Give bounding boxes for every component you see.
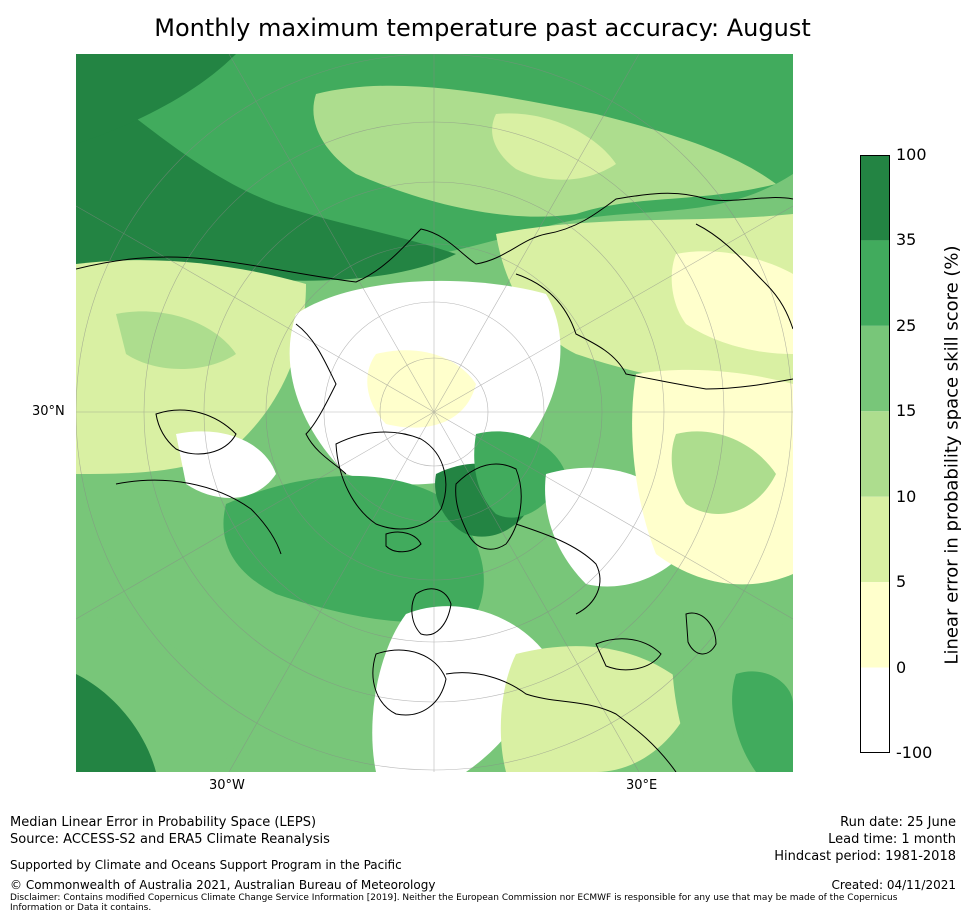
zone-europe-south bbox=[500, 646, 696, 772]
zone-america-patch bbox=[116, 311, 236, 369]
meridian-60e bbox=[433, 411, 793, 620]
colorbar-tick-label: 25 bbox=[896, 315, 917, 335]
colorbar-tick-label: 10 bbox=[896, 486, 917, 506]
zone-scandinavia bbox=[474, 431, 566, 518]
colorbar-title: Linear error in probability space skill … bbox=[941, 245, 963, 665]
meridian-30w bbox=[228, 411, 435, 772]
colorbar-tick-label: 15 bbox=[896, 401, 917, 421]
zone-arctic-pale bbox=[367, 350, 476, 428]
footer-lead-time: Lead time: 1 month bbox=[828, 832, 956, 847]
coast-caspian bbox=[685, 612, 717, 655]
coast-mediterranean bbox=[445, 672, 677, 772]
chart-title: Monthly maximum temperature past accurac… bbox=[154, 14, 811, 42]
colorbar-segment bbox=[860, 325, 890, 412]
zone-asia-green bbox=[671, 431, 776, 514]
colorbar-segment bbox=[860, 667, 890, 753]
colorbar-tick-label: 0 bbox=[896, 657, 907, 677]
coast-hudson bbox=[155, 409, 237, 455]
footer-disclaimer-line1: Disclaimer: Contains modified Copernicus… bbox=[10, 893, 898, 903]
coast-greenland bbox=[335, 431, 447, 530]
coast-scandinavia bbox=[455, 463, 522, 550]
zone-pacific-top-left bbox=[76, 54, 236, 144]
footer-left-line1: Median Linear Error in Probability Space… bbox=[10, 815, 317, 830]
label-30n: 30°N bbox=[32, 404, 65, 419]
zone-middle-east-dark bbox=[732, 671, 793, 772]
colorbar-segment bbox=[860, 155, 890, 241]
footer-left-line2: Source: ACCESS-S2 and ERA5 Climate Reana… bbox=[10, 832, 330, 847]
meridian-150e bbox=[433, 54, 640, 413]
footer-copyright: © Commonwealth of Australia 2021, Austra… bbox=[10, 878, 436, 892]
graticule bbox=[76, 54, 793, 772]
zone-atlantic bbox=[223, 475, 484, 623]
label-30e: 30°E bbox=[626, 778, 658, 793]
coast-labrador bbox=[115, 479, 282, 555]
meridian-60w bbox=[76, 411, 435, 620]
footer-hindcast: Hindcast period: 1981-2018 bbox=[774, 849, 956, 864]
colorbar-frame bbox=[860, 155, 890, 753]
coast-canada-arctic bbox=[295, 323, 347, 475]
colorbar-segment bbox=[860, 496, 890, 583]
footer-created: Created: 04/11/2021 bbox=[831, 878, 956, 892]
polar-map bbox=[76, 54, 793, 772]
colorbar-tick-label: -100 bbox=[896, 743, 933, 762]
colorbar-tick-label: 100 bbox=[896, 145, 927, 164]
meridian-30e bbox=[433, 411, 640, 772]
colorbar-segment bbox=[860, 411, 890, 497]
label-30w: 30°W bbox=[209, 778, 245, 793]
meridian-120w bbox=[76, 205, 435, 413]
colorbar-segment bbox=[860, 582, 890, 668]
zone-canada-west bbox=[176, 431, 276, 498]
coast-alaska-siberia bbox=[76, 192, 793, 283]
coast-black-sea bbox=[595, 638, 662, 671]
zone-pacific-dark bbox=[76, 74, 456, 281]
zone-pacific-pale bbox=[492, 113, 616, 180]
colorbar bbox=[860, 155, 890, 753]
footer-disclaimer-line2: Information or Data it contains. bbox=[10, 903, 152, 913]
footer-support: Supported by Climate and Oceans Support … bbox=[10, 858, 402, 872]
coast-british-isles bbox=[411, 588, 452, 636]
zone-corner-bottom-left bbox=[76, 674, 156, 772]
zone-east-pale bbox=[671, 251, 793, 354]
footer-run-date: Run date: 25 June bbox=[840, 815, 956, 830]
coast-europe-north bbox=[515, 523, 601, 615]
colorbar-tick-label: 5 bbox=[896, 572, 907, 592]
coastlines bbox=[76, 192, 793, 772]
skill-zones bbox=[76, 54, 793, 772]
colorbar-tick-label: 35 bbox=[896, 230, 917, 250]
colorbar-segment bbox=[860, 240, 890, 326]
meridian-120e bbox=[433, 205, 793, 413]
coast-iceland bbox=[385, 531, 422, 553]
coast-asia-east bbox=[695, 223, 793, 330]
coast-russia-north bbox=[515, 273, 793, 390]
meridian-150w bbox=[228, 54, 435, 413]
coast-iberia bbox=[372, 649, 447, 716]
